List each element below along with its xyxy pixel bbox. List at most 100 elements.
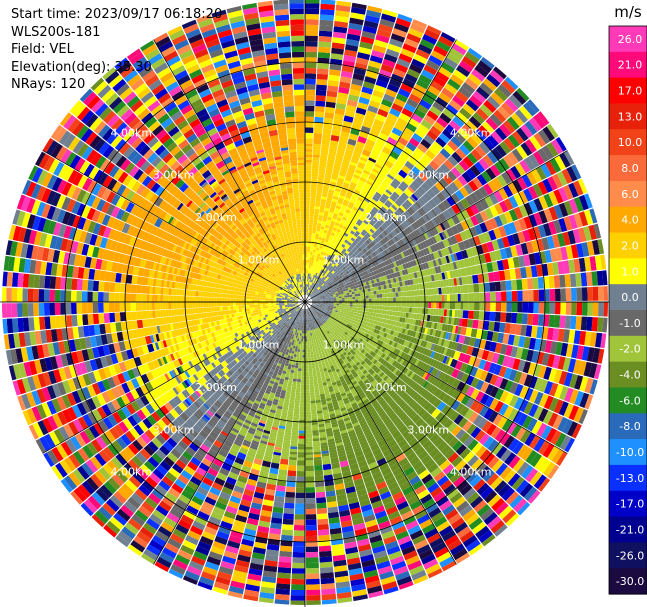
velocity-cell bbox=[317, 286, 320, 290]
velocity-cell bbox=[310, 392, 315, 396]
velocity-cell bbox=[315, 486, 325, 493]
velocity-cell bbox=[452, 302, 456, 310]
velocity-cell bbox=[480, 56, 495, 69]
velocity-cell bbox=[396, 187, 404, 194]
velocity-cell bbox=[327, 192, 334, 196]
velocity-cell bbox=[380, 64, 394, 74]
velocity-cell bbox=[330, 220, 336, 225]
velocity-cell bbox=[351, 291, 355, 295]
velocity-cell bbox=[311, 178, 318, 182]
velocity-cell bbox=[305, 417, 312, 420]
velocity-cell bbox=[350, 181, 357, 187]
velocity-cell bbox=[433, 121, 445, 133]
velocity-cell bbox=[511, 312, 518, 324]
velocity-cell bbox=[305, 143, 313, 147]
velocity-cell bbox=[343, 223, 349, 228]
velocity-cell bbox=[357, 161, 366, 167]
velocity-cell bbox=[325, 205, 331, 209]
velocity-cell bbox=[318, 268, 322, 272]
elevation-label: Elevation(deg): 35.30 bbox=[11, 59, 152, 75]
velocity-cell bbox=[305, 390, 310, 393]
velocity-cell bbox=[413, 53, 428, 65]
velocity-cell bbox=[314, 238, 318, 243]
velocity-cell bbox=[308, 270, 310, 274]
velocity-cell bbox=[308, 368, 313, 372]
velocity-cell bbox=[311, 238, 315, 242]
velocity-cell bbox=[358, 302, 361, 305]
velocity-cell bbox=[401, 165, 411, 175]
velocity-cells bbox=[2, 0, 608, 605]
velocity-cell bbox=[383, 93, 395, 103]
velocity-cell bbox=[357, 135, 367, 144]
velocity-cell bbox=[377, 174, 385, 181]
velocity-cell bbox=[371, 208, 378, 215]
velocity-cell bbox=[358, 46, 372, 55]
velocity-cell bbox=[521, 278, 528, 290]
velocity-cell bbox=[327, 214, 333, 218]
velocity-cell bbox=[366, 302, 369, 306]
velocity-cell bbox=[461, 318, 468, 327]
velocity-cell bbox=[591, 317, 598, 332]
velocity-cell bbox=[356, 313, 360, 317]
velocity-cell bbox=[344, 297, 348, 300]
velocity-cell bbox=[305, 267, 307, 271]
velocity-cell bbox=[371, 226, 377, 232]
velocity-cell bbox=[317, 176, 325, 181]
velocity-cell bbox=[402, 78, 416, 89]
velocity-cell bbox=[313, 138, 322, 145]
velocity-cell bbox=[372, 168, 380, 174]
velocity-cell bbox=[314, 345, 318, 349]
velocity-cell bbox=[318, 250, 322, 254]
velocity-cell bbox=[320, 204, 326, 208]
velocity-cell bbox=[311, 416, 318, 420]
velocity-cell bbox=[343, 232, 349, 237]
velocity-cell bbox=[468, 116, 482, 129]
velocity-cell bbox=[305, 289, 307, 293]
velocity-cell bbox=[331, 229, 337, 234]
velocity-cell bbox=[472, 274, 479, 284]
velocity-cell bbox=[344, 299, 348, 302]
velocity-cell bbox=[427, 308, 431, 315]
velocity-cell bbox=[313, 291, 317, 294]
velocity-cell bbox=[592, 286, 599, 301]
velocity-cell bbox=[477, 60, 493, 74]
velocity-cell bbox=[433, 288, 437, 295]
velocity-cell bbox=[313, 244, 317, 248]
velocity-cell bbox=[347, 216, 353, 221]
velocity-cell bbox=[418, 74, 432, 85]
velocity-cell bbox=[351, 179, 358, 185]
velocity-cell bbox=[401, 181, 409, 188]
velocity-cell bbox=[367, 203, 374, 209]
velocity-cell bbox=[305, 376, 310, 380]
velocity-cell bbox=[315, 200, 321, 205]
velocity-cell bbox=[425, 149, 436, 160]
velocity-cell bbox=[321, 588, 336, 595]
velocity-cell bbox=[307, 286, 309, 290]
velocity-cell bbox=[305, 73, 317, 80]
velocity-cell bbox=[305, 173, 312, 177]
velocity-cell bbox=[465, 120, 478, 132]
velocity-cell bbox=[308, 287, 310, 290]
velocity-cell bbox=[387, 306, 391, 311]
velocity-cell bbox=[326, 270, 330, 274]
velocity-cell bbox=[313, 353, 317, 358]
velocity-cell bbox=[397, 185, 406, 192]
velocity-cell bbox=[349, 299, 353, 302]
velocity-cell bbox=[316, 285, 319, 289]
velocity-cell bbox=[367, 159, 376, 166]
velocity-cell bbox=[315, 203, 321, 207]
velocity-cell bbox=[395, 292, 399, 297]
velocity-cell bbox=[403, 307, 407, 313]
velocity-cell bbox=[313, 283, 316, 287]
velocity-cell bbox=[320, 198, 327, 203]
info-panel: Start time: 2023/09/17 06:18:20 WLS200s-… bbox=[11, 6, 222, 94]
velocity-cell bbox=[355, 186, 362, 192]
velocity-cell bbox=[394, 200, 402, 207]
velocity-cell bbox=[360, 224, 366, 229]
velocity-cell bbox=[389, 108, 401, 118]
velocity-cell bbox=[452, 95, 466, 107]
velocity-cell bbox=[453, 69, 467, 82]
velocity-cell bbox=[313, 219, 318, 223]
velocity-cell bbox=[571, 302, 577, 316]
velocity-cell bbox=[305, 165, 312, 169]
